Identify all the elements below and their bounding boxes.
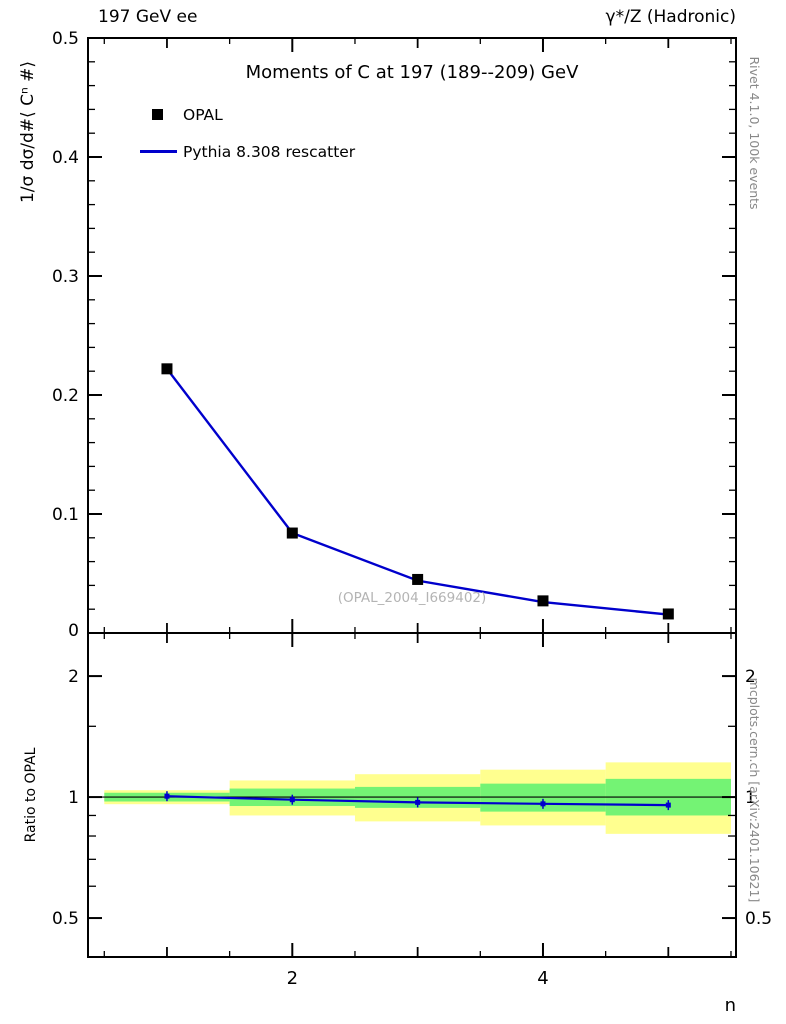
- svg-text:1: 1: [68, 788, 79, 808]
- header-beam-energy: 197 GeV ee: [98, 7, 198, 27]
- x-axis-label: n: [724, 995, 736, 1016]
- pythia-line-icon: [140, 150, 177, 153]
- svg-text:2: 2: [68, 667, 79, 687]
- svg-text:0.3: 0.3: [52, 267, 79, 287]
- axis-tick-labels: 0 0.1 0.2 0.3 0.4 0.5 0.5 0.5 1 1 2 2 2 4: [52, 29, 772, 989]
- y-axis-label-top: 1/σ dσ/d#⟨ Cⁿ #⟩: [18, 61, 38, 204]
- axis-ticks: [88, 37, 736, 957]
- svg-text:0.2: 0.2: [52, 386, 79, 406]
- top-series: [161, 363, 674, 620]
- svg-text:2: 2: [287, 968, 298, 989]
- svg-text:0.5: 0.5: [52, 29, 79, 49]
- svg-text:0.5: 0.5: [745, 909, 772, 929]
- analysis-watermark: (OPAL_2004_I669402): [337, 590, 487, 606]
- legend-item-opal: OPAL: [140, 104, 223, 124]
- panel-frames: [87, 37, 737, 958]
- svg-text:0.4: 0.4: [52, 148, 79, 168]
- svg-text:4: 4: [537, 968, 548, 989]
- plot-title: Moments of C at 197 (189--209) GeV: [245, 62, 579, 83]
- y-axis-label-ratio: Ratio to OPAL: [23, 747, 39, 843]
- svg-text:2: 2: [745, 667, 756, 687]
- header-process: γ*/Z (Hadronic): [605, 7, 736, 27]
- svg-text:0.1: 0.1: [52, 505, 79, 525]
- svg-text:0.5: 0.5: [52, 909, 79, 929]
- svg-text:0: 0: [68, 621, 79, 641]
- legend-label-opal: OPAL: [183, 105, 223, 124]
- opal-square-marker-icon: [152, 109, 163, 120]
- svg-text:1: 1: [745, 788, 756, 808]
- mcplots-credit-note: mcplots.cern.ch [arXiv:2401.10621]: [747, 677, 762, 903]
- legend-label-pythia: Pythia 8.308 rescatter: [183, 142, 356, 161]
- rivet-version-note: Rivet 4.1.0, 100k events: [747, 56, 762, 210]
- legend-item-pythia: Pythia 8.308 rescatter: [140, 141, 356, 161]
- ratio-series: [164, 791, 671, 811]
